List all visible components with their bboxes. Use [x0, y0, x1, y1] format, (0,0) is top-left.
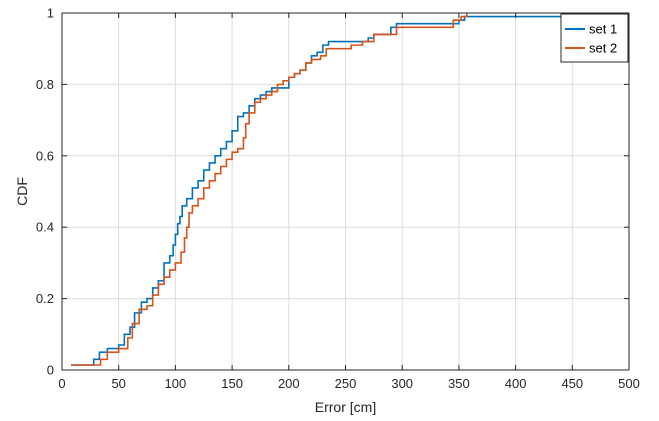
series-line-set-1 [71, 13, 602, 366]
series-line-set-2 [71, 13, 468, 366]
x-tick-label: 0 [58, 376, 65, 391]
legend-label-set-2: set 2 [589, 41, 617, 56]
x-tick-label: 300 [391, 376, 413, 391]
x-tick-label: 100 [165, 376, 187, 391]
y-tick-label: 0.8 [36, 77, 54, 92]
x-tick-label: 350 [448, 376, 470, 391]
x-tick-label: 500 [618, 376, 640, 391]
y-tick-label: 0.2 [36, 291, 54, 306]
y-axis-label: CDF [14, 177, 30, 206]
y-tick-label: 1 [47, 6, 54, 21]
y-tick-label: 0 [47, 363, 54, 378]
x-tick-label: 400 [505, 376, 527, 391]
grid-lines [62, 13, 629, 370]
x-axis-label: Error [cm] [315, 399, 376, 415]
x-tick-label: 250 [335, 376, 357, 391]
y-tick-label: 0.4 [36, 220, 54, 235]
x-tick-label: 50 [111, 376, 125, 391]
legend-box [560, 13, 629, 63]
axis-ticks: 0 50 100 150 200 250 300 350 400 450 500 0 0.2 0.4 0.6… [36, 6, 640, 392]
x-tick-label: 150 [221, 376, 243, 391]
legend: set 1 set 2 [560, 13, 629, 63]
x-tick-label: 200 [278, 376, 300, 391]
x-tick-label: 450 [561, 376, 583, 391]
y-tick-label: 0.6 [36, 148, 54, 163]
series-layer [71, 13, 602, 366]
legend-label-set-1: set 1 [589, 22, 617, 37]
